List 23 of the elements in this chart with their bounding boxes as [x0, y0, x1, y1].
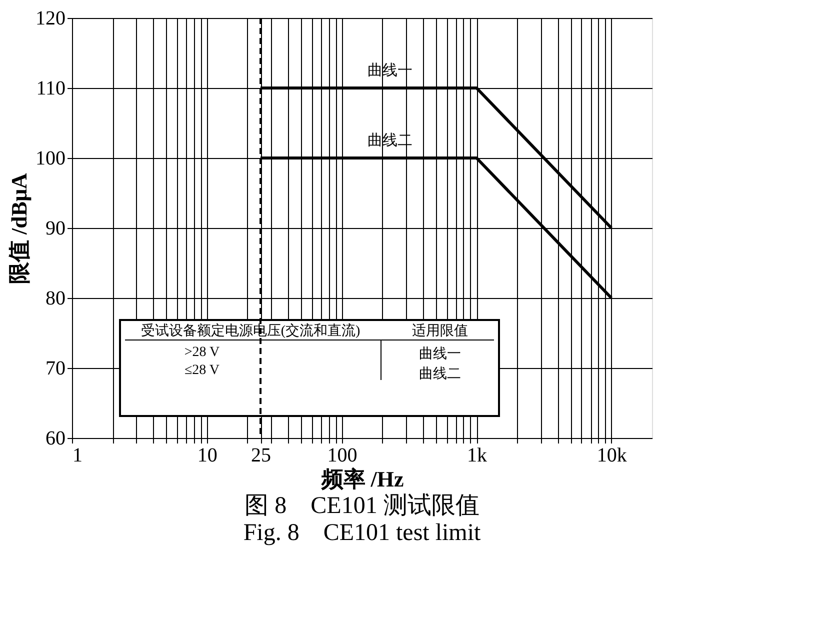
y-tick-label: 90: [46, 218, 66, 240]
y-tick-label: 70: [46, 358, 66, 380]
text: Fig. 8 CE101 test limit: [243, 520, 482, 546]
x-tick-label: 100: [327, 444, 358, 466]
x-tick-label: 1k: [467, 444, 488, 466]
x-tick-label: 10: [197, 444, 218, 466]
annotation: 适用限值: [412, 323, 468, 339]
x-tick-label: 1: [72, 444, 82, 466]
x-axis-title: 频率 /Hz: [320, 466, 404, 492]
y-axis-title: 限值 /dBμA: [6, 172, 32, 284]
y-tick-label: 80: [46, 288, 66, 310]
x-tick-label: 25: [251, 444, 272, 466]
y-tick-label: 100: [36, 148, 66, 170]
y-tick-label: 60: [46, 428, 66, 450]
annotation: 受试设备额定电源电压(交流和直流): [140, 323, 360, 339]
annotation: ≤28 V: [184, 363, 220, 378]
annotation: >28 V: [184, 345, 220, 360]
text: 图 8 CE101 测试限值: [244, 493, 480, 519]
x-tick-label: 10k: [596, 444, 627, 466]
annotation: 曲线一: [419, 346, 461, 362]
annotation: 曲线二: [419, 366, 461, 382]
y-tick-label: 110: [36, 78, 66, 100]
y-tick-label: 120: [36, 8, 66, 30]
